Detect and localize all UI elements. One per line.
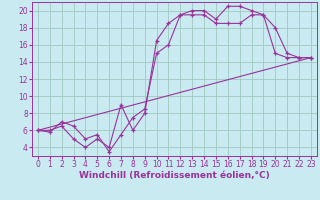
X-axis label: Windchill (Refroidissement éolien,°C): Windchill (Refroidissement éolien,°C) bbox=[79, 171, 270, 180]
